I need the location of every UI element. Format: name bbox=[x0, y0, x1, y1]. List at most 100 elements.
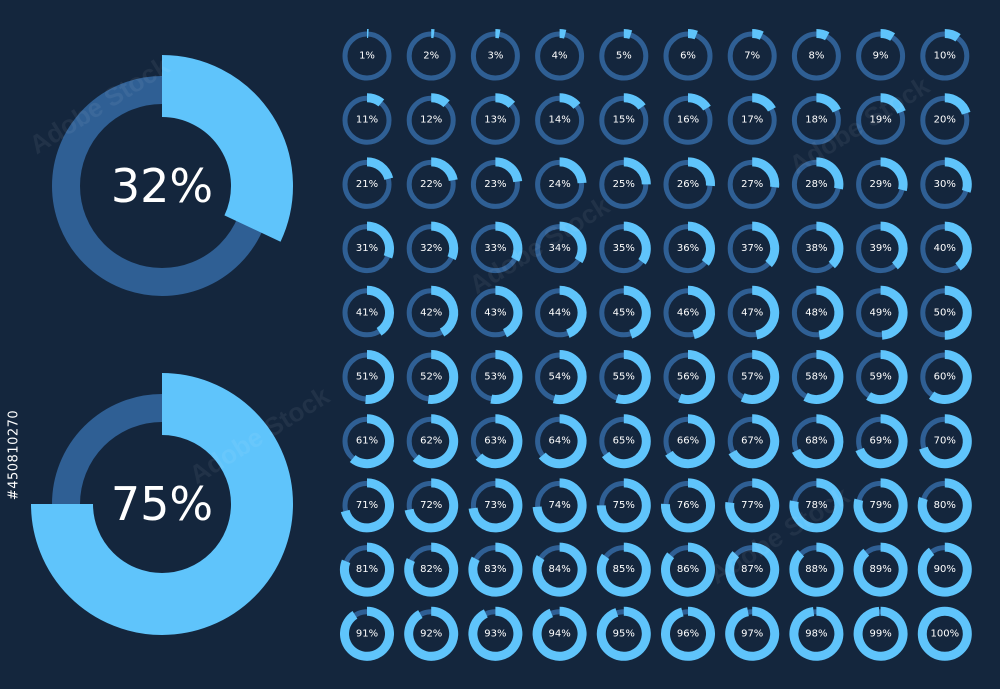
small-ring: 70% bbox=[919, 414, 972, 469]
small-ring-label: 91% bbox=[356, 628, 378, 639]
small-ring-label: 68% bbox=[805, 436, 827, 447]
small-ring-label: 49% bbox=[869, 307, 891, 318]
small-ring: 67% bbox=[727, 414, 780, 469]
small-ring-progress bbox=[665, 414, 715, 469]
small-ring-progress bbox=[678, 350, 715, 404]
small-ring-progress bbox=[349, 414, 394, 469]
small-ring-progress bbox=[366, 221, 394, 259]
small-ring-label: 24% bbox=[548, 179, 570, 190]
large-ring-label: 75% bbox=[111, 477, 213, 531]
small-ring-progress bbox=[751, 157, 780, 188]
small-ring-progress bbox=[751, 93, 776, 112]
small-ring-label: 71% bbox=[356, 500, 378, 511]
small-ring: 17% bbox=[727, 93, 777, 145]
small-ring: 12% bbox=[406, 93, 456, 145]
small-ring: 22% bbox=[406, 157, 458, 209]
small-ring-label: 4% bbox=[552, 51, 568, 62]
small-ring: 23% bbox=[470, 157, 523, 209]
small-ring: 82% bbox=[404, 542, 459, 597]
stock-id-label: #450810270 bbox=[6, 409, 22, 501]
small-ring: 37% bbox=[727, 221, 780, 274]
small-ring: 25% bbox=[599, 157, 651, 209]
small-ring-progress bbox=[866, 350, 908, 404]
small-ring-progress bbox=[880, 93, 906, 114]
small-ring: 11% bbox=[342, 93, 392, 145]
small-ring-progress bbox=[661, 478, 715, 533]
small-ring-progress bbox=[623, 93, 646, 110]
small-ring-progress bbox=[687, 93, 711, 111]
small-ring-label: 6% bbox=[680, 51, 696, 62]
small-ring-progress bbox=[468, 478, 523, 533]
small-ring-label: 53% bbox=[484, 372, 506, 383]
small-ring-label: 93% bbox=[484, 628, 506, 639]
large-ring-progress bbox=[160, 55, 293, 242]
small-ring-progress bbox=[687, 157, 715, 187]
small-ring-progress bbox=[728, 414, 780, 469]
small-ring-progress bbox=[623, 285, 651, 339]
small-ring-label: 96% bbox=[677, 628, 699, 639]
small-ring: 40% bbox=[920, 221, 972, 274]
small-ring-progress bbox=[559, 157, 587, 184]
small-ring: 38% bbox=[791, 221, 844, 274]
small-ring: 96% bbox=[661, 606, 715, 661]
small-ring-progress bbox=[919, 414, 972, 469]
small-ring: 88% bbox=[789, 542, 844, 597]
small-ring-label: 82% bbox=[420, 564, 442, 575]
small-ring: 41% bbox=[342, 285, 394, 338]
small-ring: 50% bbox=[920, 285, 972, 340]
small-ring-progress bbox=[880, 29, 896, 41]
small-ring-progress bbox=[803, 350, 844, 404]
small-ring-label: 12% bbox=[420, 115, 442, 126]
small-ring-label: 46% bbox=[677, 307, 699, 318]
small-ring: 18% bbox=[791, 93, 841, 145]
small-ring: 92% bbox=[404, 606, 459, 661]
small-ring-label: 86% bbox=[677, 564, 699, 575]
small-ring-label: 11% bbox=[356, 115, 378, 126]
small-ring-label: 69% bbox=[869, 436, 891, 447]
small-ring: 42% bbox=[406, 285, 459, 338]
small-ring-label: 81% bbox=[356, 564, 378, 575]
small-ring-label: 10% bbox=[934, 51, 956, 62]
small-ring-label: 88% bbox=[805, 564, 827, 575]
small-ring: 44% bbox=[535, 285, 587, 338]
small-ring: 4% bbox=[535, 29, 585, 81]
small-ring: 74% bbox=[532, 478, 587, 533]
small-ring-progress bbox=[853, 606, 908, 661]
small-ring-progress bbox=[532, 606, 587, 661]
small-ring-label: 74% bbox=[548, 500, 570, 511]
small-ring-progress bbox=[751, 285, 780, 340]
small-ring-progress bbox=[944, 157, 972, 193]
small-ring: 1% bbox=[342, 29, 392, 81]
small-ring-progress bbox=[615, 350, 651, 404]
small-ring-label: 67% bbox=[741, 436, 763, 447]
small-ring-label: 76% bbox=[677, 500, 699, 511]
small-ring: 71% bbox=[340, 478, 394, 533]
small-ring-progress bbox=[623, 221, 651, 265]
small-ring-progress bbox=[490, 350, 523, 404]
small-ring: 99% bbox=[853, 606, 908, 661]
small-ring: 2% bbox=[406, 29, 456, 81]
small-ring-progress bbox=[751, 221, 780, 268]
small-ring: 62% bbox=[406, 414, 459, 469]
small-ring-progress bbox=[917, 606, 972, 661]
small-ring: 77% bbox=[725, 478, 780, 533]
small-ring-progress bbox=[853, 542, 908, 597]
small-ring: 91% bbox=[340, 606, 394, 661]
small-ring-label: 7% bbox=[744, 51, 760, 62]
small-ring: 72% bbox=[404, 478, 459, 533]
small-ring: 31% bbox=[342, 221, 394, 274]
small-ring-label: 72% bbox=[420, 500, 442, 511]
small-ring-progress bbox=[596, 478, 651, 533]
small-ring-progress bbox=[944, 29, 961, 42]
small-ring-label: 98% bbox=[805, 628, 827, 639]
small-ring: 60% bbox=[920, 350, 972, 404]
small-ring-progress bbox=[853, 478, 908, 533]
small-ring: 87% bbox=[725, 542, 780, 597]
small-ring-progress bbox=[559, 285, 587, 338]
small-ring-label: 59% bbox=[869, 372, 891, 383]
small-ring-label: 16% bbox=[677, 115, 699, 126]
small-ring: 98% bbox=[789, 606, 844, 661]
small-ring: 39% bbox=[856, 221, 908, 274]
small-ring-progress bbox=[430, 285, 459, 337]
small-ring-label: 39% bbox=[869, 243, 891, 254]
